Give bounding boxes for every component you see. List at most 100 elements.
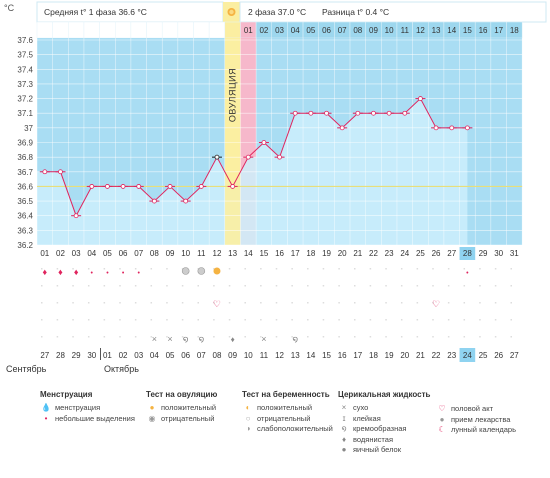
date-label: 28: [56, 351, 65, 360]
temperature-point: [73, 213, 79, 219]
date-label: 24: [463, 351, 472, 360]
marker-grid-dot: [228, 336, 231, 338]
moon-icon: ☾: [438, 425, 446, 434]
marker-grid-dot: [244, 319, 246, 321]
marker-grid-dot: [400, 336, 403, 338]
header-day-label: 11: [401, 26, 410, 35]
marker-grid-dot: [213, 285, 215, 287]
y-tick-label: 36.7: [17, 168, 33, 177]
marker-grid-dot: [119, 336, 121, 338]
sun-negative-icon: [197, 267, 206, 275]
temperature-point: [292, 110, 298, 116]
marker-grid-dot: [87, 285, 90, 287]
x-tick-label: 30: [494, 249, 503, 258]
date-label: 27: [510, 351, 519, 360]
marker-grid-dot: [72, 268, 74, 270]
y-tick-label: 37: [24, 124, 33, 133]
date-label: 11: [260, 351, 269, 360]
date-label: 13: [291, 351, 300, 360]
temperature-point: [418, 96, 423, 101]
date-label: 04: [150, 351, 159, 360]
legend-cervical: Церикальная жидкость × сухо ɪ клейкая ໑ кре…: [338, 390, 430, 456]
marker-grid-dot: [291, 268, 293, 270]
temperature-point: [339, 125, 345, 131]
marker-grid-dot: [260, 302, 262, 304]
legend-item: × сухо: [338, 403, 430, 414]
x-tick-label: 05: [103, 249, 112, 258]
marker-grid-dot: [150, 285, 153, 287]
temperature-point: [371, 110, 376, 116]
marker-grid-dot: [307, 285, 309, 287]
date-label: 08: [213, 351, 222, 360]
marker-grid-dot: [260, 336, 262, 338]
x-tick-label: 21: [353, 249, 362, 258]
dry-icon: ×: [167, 334, 172, 344]
marker-grid-dot: [385, 302, 387, 304]
header-day-label: 02: [259, 26, 268, 35]
sticky-icon: ɪ: [342, 413, 346, 423]
legend-title-menstruation: Менструация: [40, 390, 93, 399]
marker-grid-dot: [463, 336, 466, 338]
header-day-label: 03: [275, 26, 284, 35]
sun-negative-icon: [181, 267, 190, 275]
marker-grid-dot: [213, 319, 215, 321]
legend-pregnancy-test: Тест на беременность ◐ положительный ○ отр…: [242, 390, 333, 435]
marker-grid-dot: [369, 302, 372, 304]
dry-icon: ×: [341, 403, 347, 412]
x-tick-label: 04: [87, 249, 96, 258]
date-label: 27: [40, 351, 49, 360]
marker-grid-dot: [103, 268, 106, 270]
header-day-cell: [161, 21, 179, 39]
date-label: 03: [134, 351, 143, 360]
header-day-label: 07: [338, 26, 347, 35]
marker-grid-dot: [432, 285, 434, 287]
marker-grid-dot: [494, 319, 497, 321]
marker-grid-dot: [479, 285, 481, 287]
month-row: Сентябрь Октябрь: [0, 348, 550, 376]
marker-grid-dot: [354, 268, 356, 270]
pregnancy-weak-icon: ◑: [245, 424, 251, 433]
marker-grid-dot: [166, 302, 168, 304]
marker-grid-dot: [72, 285, 74, 287]
marker-grid-dot: [134, 268, 137, 270]
legend-item: ◉ отрицательный: [146, 414, 217, 425]
month-october: Октябрь: [104, 364, 139, 374]
dry-icon: ×: [152, 334, 157, 344]
small-drop-icon: •: [137, 270, 140, 277]
marker-grid-dot: [228, 285, 231, 287]
header-day-label: 05: [306, 26, 315, 35]
creamy-icon: ໑: [198, 334, 204, 344]
legend-title-ovulation: Тест на овуляцию: [146, 390, 218, 399]
egg-white-icon: ●: [341, 445, 347, 454]
menstruation-icon: ♦: [58, 267, 63, 277]
marker-grid-dot: [432, 302, 434, 304]
marker-grid-dot: [463, 268, 466, 270]
marker-grid-dot: [103, 319, 106, 321]
date-label: 15: [322, 351, 331, 360]
marker-grid-dot: [338, 285, 340, 287]
marker-grid-dot: [479, 268, 481, 270]
temperature-point: [167, 184, 173, 189]
x-tick-label: 02: [56, 249, 65, 258]
marker-grid-dot: [166, 285, 168, 287]
temperature-point: [198, 184, 204, 189]
legend-ovulation-test: Тест на овуляцию ● положительный ◉ отрицат…: [146, 390, 217, 424]
header-day-cell: [177, 21, 194, 39]
y-tick-label: 36.5: [17, 197, 33, 206]
month-separator: [100, 348, 101, 360]
y-tick-label: 36.9: [17, 139, 33, 148]
date-label: 18: [369, 351, 378, 360]
legend-menstruation: Менструация 💧 менструация • небольшие выде…: [40, 390, 135, 424]
marker-grid-dot: [369, 336, 372, 338]
marker-grid-dot: [322, 319, 325, 321]
marker-grid-dot: [228, 268, 231, 270]
marker-grid-dot: [103, 336, 106, 338]
marker-grid-dot: [400, 285, 403, 287]
marker-grid-dot: [275, 268, 278, 270]
marker-grid-dot: [385, 336, 387, 338]
header-day-cell: [130, 21, 147, 39]
marker-grid-dot: [463, 285, 466, 287]
phase-diff-label: Разница t° 0.4 °C: [322, 7, 389, 17]
marker-grid-dot: [385, 319, 387, 321]
legend-item: ɪ клейкая: [338, 414, 430, 425]
